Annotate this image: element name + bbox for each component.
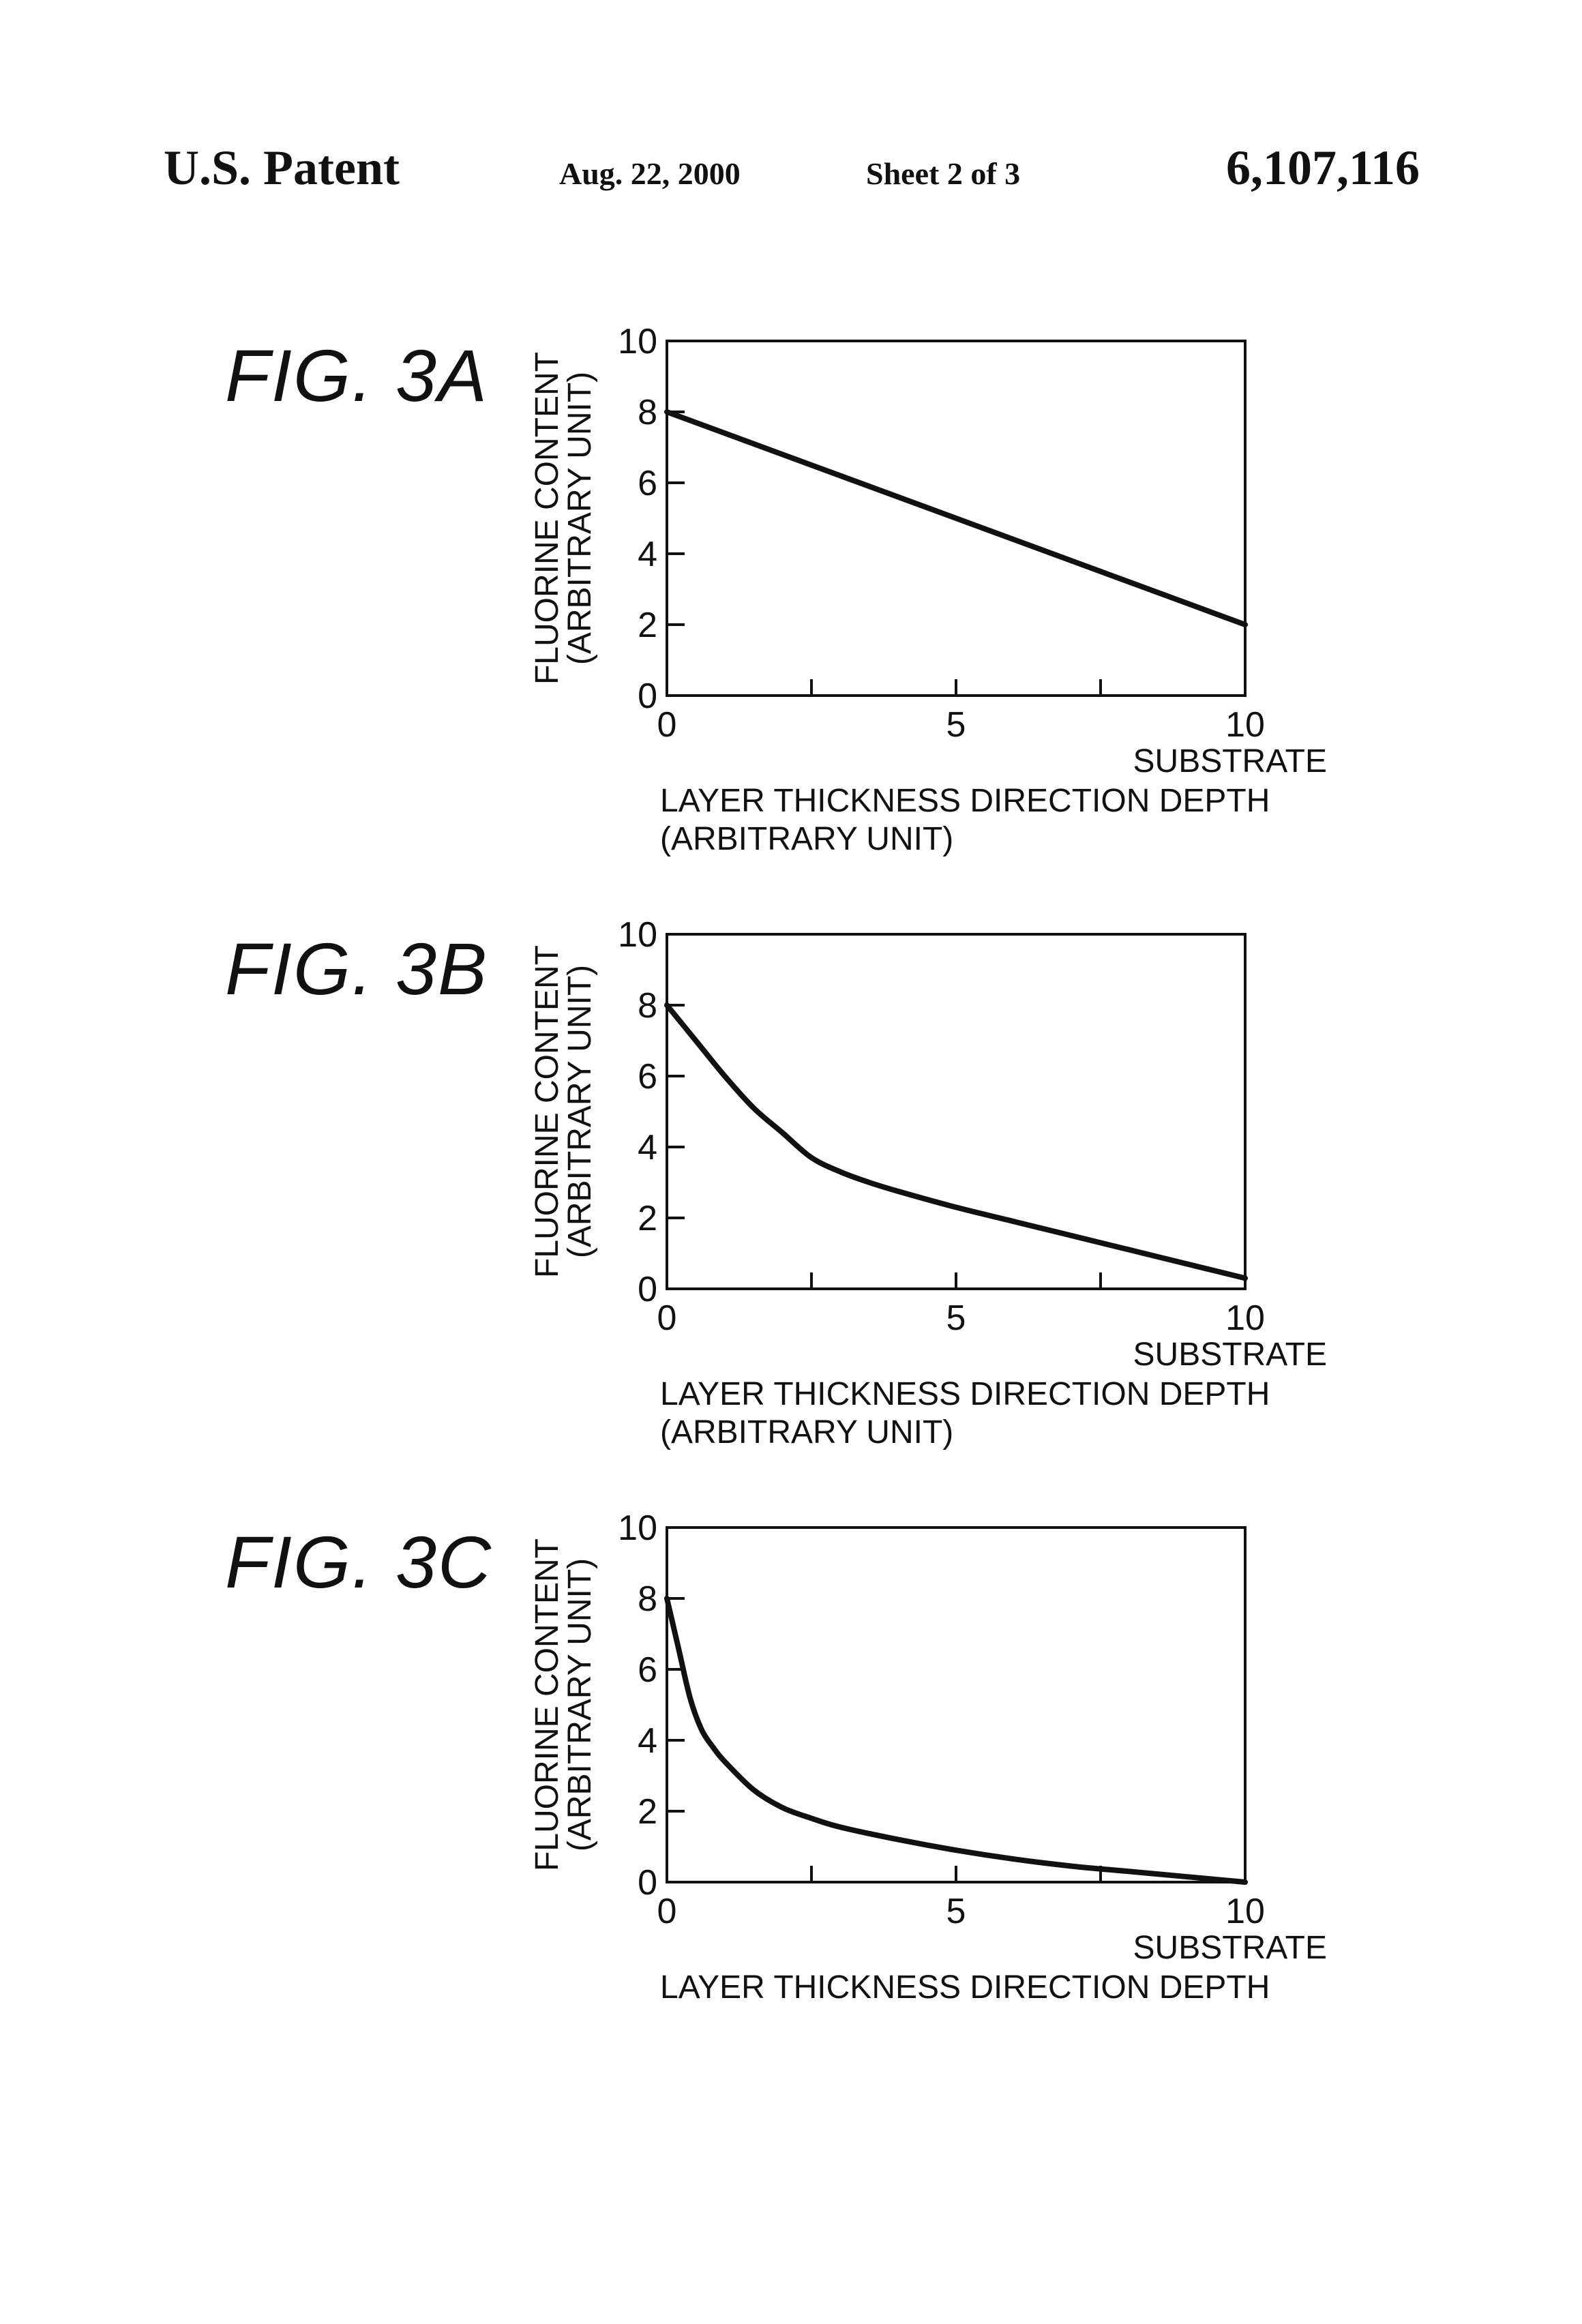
y-axis-label: (ARBITRARY UNIT) xyxy=(562,965,598,1258)
y-tick-label: 4 xyxy=(638,1721,657,1761)
y-axis-label: (ARBITRARY UNIT) xyxy=(562,1558,598,1851)
x-tick-label: 0 xyxy=(657,705,677,745)
y-tick-label: 10 xyxy=(618,1508,657,1548)
y-tick-label: 0 xyxy=(638,1863,657,1903)
x-end-label: SUBSTRATE xyxy=(1133,1337,1327,1373)
x-tick-label: 5 xyxy=(946,1298,966,1338)
y-tick-label: 2 xyxy=(638,1199,657,1238)
x-end-label: SUBSTRATE xyxy=(1133,1930,1327,1966)
patent-number: 6,107,116 xyxy=(1226,140,1420,196)
y-tick-label: 2 xyxy=(638,1792,657,1832)
x-axis-label: (ARBITRARY UNIT) xyxy=(660,1414,953,1450)
chart-fig-3a: 02468100510SUBSTRATELAYER THICKNESS DIRE… xyxy=(0,300,1582,846)
y-tick-label: 10 xyxy=(618,915,657,955)
series-line xyxy=(667,1598,1245,1882)
y-tick-label: 4 xyxy=(638,535,657,574)
y-tick-label: 6 xyxy=(638,1650,657,1690)
series-line xyxy=(667,1005,1245,1278)
series-line xyxy=(667,412,1245,625)
x-axis-label: LAYER THICKNESS DIRECTION DEPTH xyxy=(660,783,1270,819)
x-end-label: SUBSTRATE xyxy=(1133,743,1327,779)
x-tick-label: 0 xyxy=(657,1298,677,1338)
y-axis-label: (ARBITRARY UNIT) xyxy=(562,372,598,665)
y-axis-label: FLUORINE CONTENT xyxy=(529,1538,565,1871)
y-tick-label: 0 xyxy=(638,1270,657,1309)
x-tick-label: 5 xyxy=(946,705,966,745)
plot-frame xyxy=(667,1528,1245,1882)
y-tick-label: 8 xyxy=(638,986,657,1026)
y-axis-label: FLUORINE CONTENT xyxy=(529,945,565,1278)
patent-date: Aug. 22, 2000 xyxy=(559,155,741,192)
y-tick-label: 0 xyxy=(638,676,657,716)
x-axis-label: (ARBITRARY UNIT) xyxy=(660,821,953,857)
x-tick-label: 0 xyxy=(657,1892,677,1931)
x-tick-label: 5 xyxy=(946,1892,966,1931)
sheet-number: Sheet 2 of 3 xyxy=(866,155,1020,192)
chart-fig-3c: 02468100510SUBSTRATELAYER THICKNESS DIRE… xyxy=(0,1487,1582,2032)
x-tick-label: 10 xyxy=(1225,1298,1265,1338)
y-tick-label: 2 xyxy=(638,606,657,645)
y-axis-label: FLUORINE CONTENT xyxy=(529,352,565,685)
x-tick-label: 10 xyxy=(1225,705,1265,745)
patent-label: U.S. Patent xyxy=(164,140,400,196)
y-tick-label: 6 xyxy=(638,464,657,503)
y-tick-label: 6 xyxy=(638,1057,657,1097)
x-tick-label: 10 xyxy=(1225,1892,1265,1931)
y-tick-label: 8 xyxy=(638,393,657,432)
y-tick-label: 4 xyxy=(638,1128,657,1167)
x-axis-label: LAYER THICKNESS DIRECTION DEPTH xyxy=(660,1376,1270,1412)
chart-fig-3b: 02468100510SUBSTRATELAYER THICKNESS DIRE… xyxy=(0,893,1582,1439)
x-axis-label: LAYER THICKNESS DIRECTION DEPTH xyxy=(660,1969,1270,2006)
y-tick-label: 8 xyxy=(638,1579,657,1619)
y-tick-label: 10 xyxy=(618,322,657,361)
